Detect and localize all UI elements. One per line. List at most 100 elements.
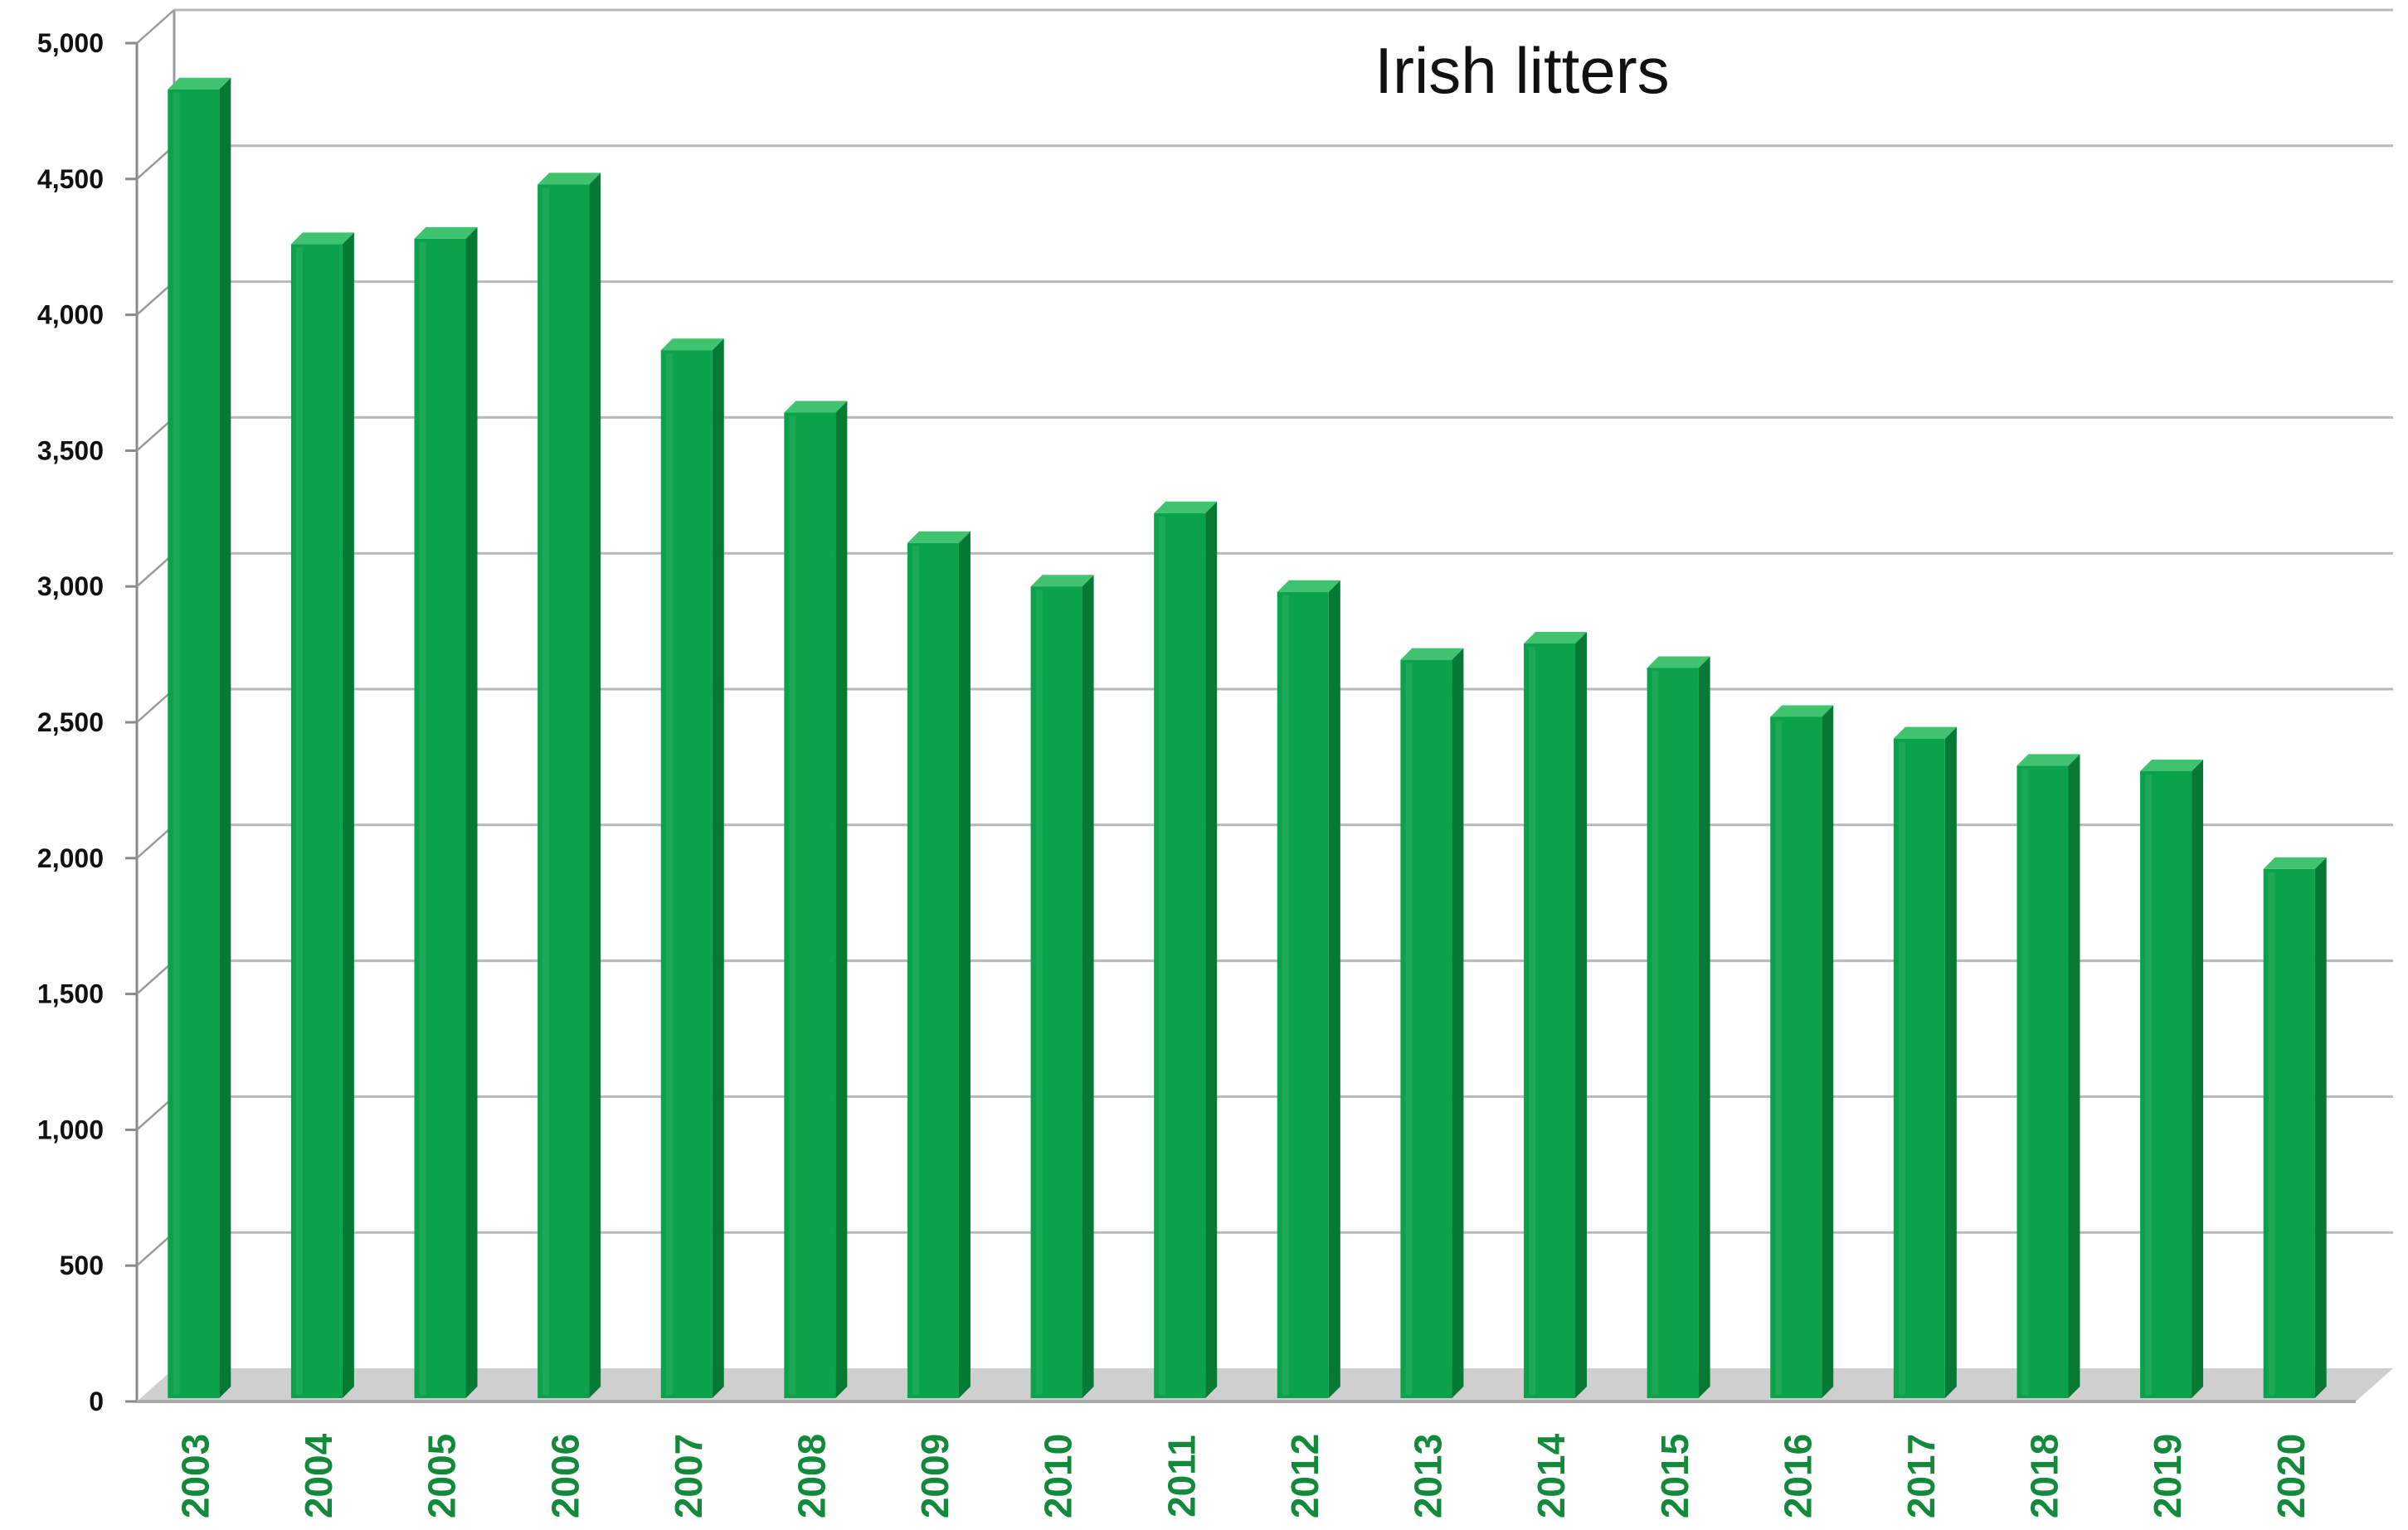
bar-side <box>2314 857 2327 1398</box>
bar-front <box>414 238 466 1398</box>
x-tick-label: 2007 <box>667 1434 710 1518</box>
x-tick-label: 2004 <box>297 1433 340 1518</box>
bar-top <box>2016 754 2080 766</box>
y-tick-label: 1,000 <box>37 1115 104 1144</box>
bar-front <box>1154 512 1206 1398</box>
x-tick-label: 2009 <box>913 1434 956 1518</box>
bar-side <box>465 226 478 1398</box>
bar-2005 <box>414 226 478 1398</box>
bar-top <box>168 77 231 90</box>
x-tick-label: 2011 <box>1160 1435 1203 1518</box>
bar-side <box>1575 631 1588 1398</box>
bar-2020 <box>2263 857 2327 1398</box>
bar-side <box>589 172 601 1398</box>
bar-highlight <box>1035 590 1043 1395</box>
bar-front <box>1770 716 1822 1398</box>
gridline-side <box>136 9 175 44</box>
bar-2003 <box>168 77 231 1398</box>
bar-highlight <box>1775 720 1783 1395</box>
bar-2012 <box>1277 580 1340 1398</box>
y-tick-label: 2,500 <box>37 707 104 737</box>
y-tick-label: 1,500 <box>37 979 104 1009</box>
y-tick-label: 0 <box>89 1387 104 1416</box>
bar-top <box>1154 501 1218 513</box>
bar-top <box>1770 705 1834 717</box>
bar-2014 <box>1524 631 1588 1398</box>
bar-2017 <box>1893 726 1957 1398</box>
bar-top <box>1030 575 1094 587</box>
x-axis: 2003 2004 2005 2006 2007 2008 2009 2010 2011 2012… <box>173 1433 2312 1518</box>
x-tick-label: 2015 <box>1653 1434 1696 1518</box>
bar-2013 <box>1400 648 1464 1398</box>
bar-side <box>835 401 848 1398</box>
x-tick-label: 2019 <box>2146 1434 2189 1518</box>
y-tick-label: 4,500 <box>37 164 104 194</box>
bar-front <box>2016 765 2069 1398</box>
bar-side <box>1205 501 1218 1398</box>
bar-2004 <box>290 232 354 1398</box>
bar-highlight <box>295 247 303 1395</box>
bar-2019 <box>2140 759 2204 1398</box>
x-tick-label: 2018 <box>2023 1434 2066 1518</box>
bar-side <box>712 338 724 1398</box>
bar-side <box>1698 656 1710 1398</box>
x-tick-label: 2008 <box>791 1434 834 1518</box>
bar-side <box>1822 705 1834 1398</box>
x-tick-label: 2006 <box>543 1434 586 1518</box>
x-tick-label: 2020 <box>2269 1434 2313 1518</box>
bar-highlight <box>173 92 180 1395</box>
bar-front <box>660 350 713 1398</box>
bar-highlight <box>1405 663 1413 1395</box>
y-tick-label: 3,000 <box>37 571 104 601</box>
bar-2011 <box>1154 501 1218 1398</box>
x-tick-label: 2016 <box>1776 1434 1819 1518</box>
bar-front <box>538 184 590 1398</box>
x-tick-label: 2017 <box>1900 1434 1943 1518</box>
bar-top <box>1277 580 1340 592</box>
bar-2006 <box>538 172 601 1398</box>
bar-side <box>1452 648 1464 1398</box>
bar-top <box>2140 759 2204 771</box>
bar-side <box>342 232 354 1398</box>
bar-top <box>2263 857 2327 869</box>
bar-front <box>1400 659 1452 1398</box>
bar-highlight <box>665 353 673 1395</box>
x-tick-label: 2012 <box>1283 1434 1326 1518</box>
bar-front <box>2140 770 2192 1398</box>
y-tick-label: 3,500 <box>37 435 104 465</box>
y-axis: 0 500 1,000 1,500 2,000 2,500 3,000 3,500 4,000 4… <box>37 28 137 1416</box>
bar-highlight <box>1898 741 1905 1395</box>
bar-2018 <box>2016 754 2080 1398</box>
bar-highlight <box>789 415 796 1395</box>
bar-highlight <box>1159 516 1166 1395</box>
chart-title: Irish litters <box>1374 34 1669 107</box>
bars-layer <box>168 77 2327 1399</box>
bar-side <box>1328 580 1340 1398</box>
bar-top <box>1524 631 1588 644</box>
bar-2016 <box>1770 705 1834 1398</box>
y-tick-label: 4,000 <box>37 300 104 330</box>
bar-top <box>907 531 970 543</box>
bar-front <box>907 542 959 1399</box>
bar-front <box>1647 668 1699 1398</box>
bar-front <box>784 412 836 1398</box>
bar-side <box>219 77 231 1398</box>
bar-front <box>168 89 220 1398</box>
bar-highlight <box>1529 646 1536 1395</box>
bar-2010 <box>1030 575 1094 1398</box>
x-tick-label: 2010 <box>1037 1434 1080 1518</box>
bar-top <box>414 226 478 239</box>
bar-top <box>784 401 848 413</box>
bar-highlight <box>2145 774 2153 1395</box>
y-tick-label: 500 <box>60 1251 104 1280</box>
x-tick-label: 2013 <box>1407 1434 1450 1518</box>
y-tick-label: 5,000 <box>37 28 104 58</box>
bar-side <box>1082 575 1094 1398</box>
x-tick-label: 2003 <box>173 1434 216 1518</box>
bar-2009 <box>907 531 970 1399</box>
bar-side <box>2068 754 2080 1398</box>
bar-highlight <box>912 546 919 1395</box>
bar-highlight <box>2268 872 2275 1395</box>
bar-top <box>1647 656 1710 668</box>
